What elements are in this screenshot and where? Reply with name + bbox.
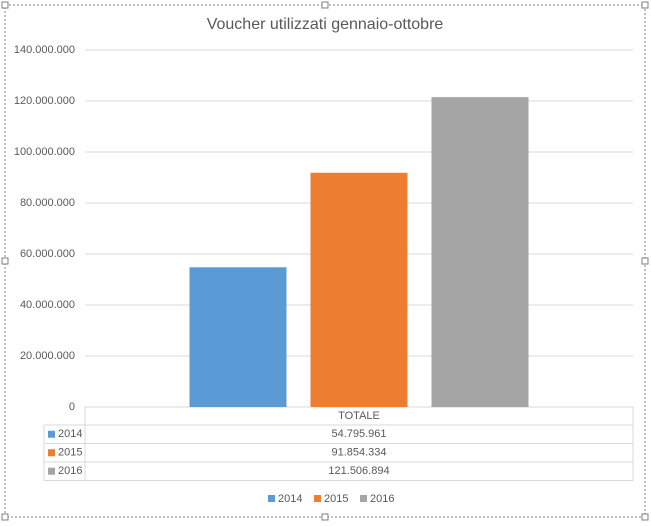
y-tick-label: 100.000.000 [14, 146, 75, 158]
y-tick-label: 140.000.000 [14, 44, 75, 56]
legend-key [360, 495, 367, 502]
y-tick-label: 0 [69, 401, 75, 413]
legend-key [48, 449, 55, 457]
series-label: 2014 [58, 428, 82, 440]
y-tick-label: 20.000.000 [20, 350, 75, 362]
y-tick-label: 80.000.000 [20, 197, 75, 209]
legend-key [48, 467, 55, 475]
legend-key [314, 495, 321, 502]
table-value: 91.854.334 [331, 447, 386, 459]
x-tick-label: TOTALE [338, 410, 380, 422]
table-value: 121.506.894 [328, 465, 389, 477]
legend-key [268, 495, 275, 502]
series-label: 2015 [58, 447, 82, 459]
y-tick-label: 40.000.000 [20, 299, 75, 311]
bar [189, 267, 287, 407]
bar [310, 172, 408, 407]
series-label: 2016 [58, 465, 82, 477]
bar [431, 97, 529, 408]
legend-label: 2015 [324, 493, 348, 505]
legend-key [48, 430, 55, 438]
y-tick-label: 120.000.000 [14, 95, 75, 107]
legend-label: 2014 [278, 493, 302, 505]
table-value: 54.795.961 [331, 428, 386, 440]
chart-title: Voucher utilizzati gennaio-ottobre [207, 16, 444, 33]
legend-label: 2016 [370, 493, 394, 505]
y-tick-label: 60.000.000 [20, 248, 75, 260]
